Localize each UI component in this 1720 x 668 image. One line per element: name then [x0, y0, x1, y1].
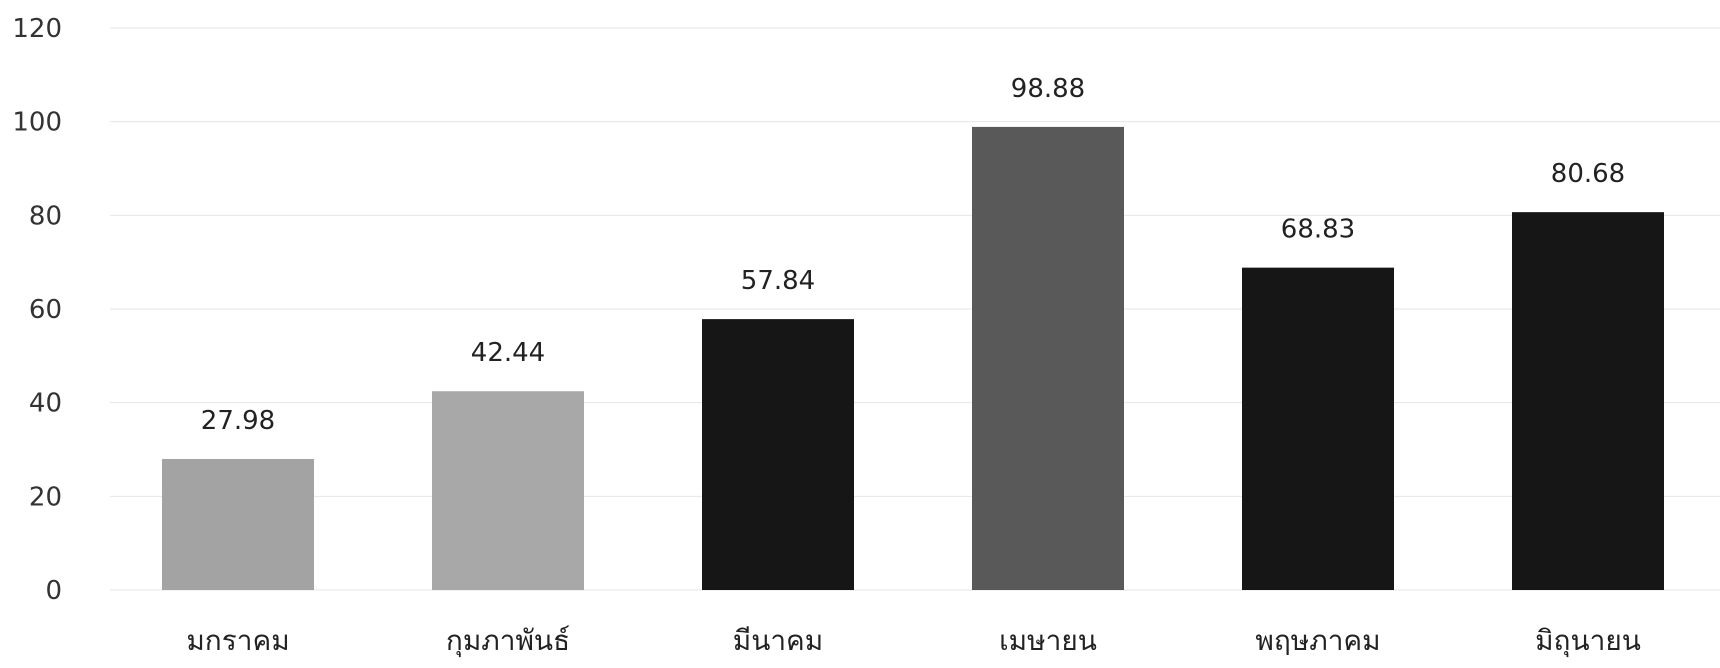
data-label: 27.98 [201, 406, 275, 436]
data-label: 57.84 [741, 266, 815, 296]
data-label: 98.88 [1011, 74, 1085, 104]
category-label: มิถุนายน [1535, 624, 1641, 658]
bar [1242, 267, 1394, 590]
bars [162, 126, 1664, 591]
category-label: มกราคม [186, 624, 289, 657]
bar [1512, 212, 1664, 590]
data-label: 42.44 [471, 338, 545, 368]
y-tick-label: 20 [29, 482, 62, 512]
bar [972, 126, 1124, 591]
gridlines [110, 27, 1720, 591]
y-tick-label: 120 [12, 14, 62, 44]
y-tick-label: 100 [12, 108, 62, 138]
category-label: เมษายน [999, 624, 1097, 657]
y-tick-label: 0 [45, 576, 62, 606]
category-label: กุมภาพันธ์ [446, 624, 570, 658]
x-axis-category-labels: มกราคม กุมภาพันธ์ มีนาคม เมษายน พฤษภาคม มิถุน… [186, 624, 1641, 658]
y-tick-label: 40 [29, 389, 62, 419]
category-label: พฤษภาคม [1255, 624, 1380, 657]
data-label: 68.83 [1281, 215, 1355, 245]
data-labels: 27.98 42.44 57.84 98.88 68.83 80.68 [201, 74, 1625, 436]
data-label: 80.68 [1551, 159, 1625, 189]
bar [432, 391, 584, 590]
y-tick-label: 60 [29, 295, 62, 325]
bar [162, 458, 314, 590]
category-label: มีนาคม [733, 624, 824, 657]
y-axis-tick-labels: 0 20 40 60 80 100 120 [12, 14, 62, 606]
y-tick-label: 80 [29, 201, 62, 231]
bar [702, 319, 854, 590]
